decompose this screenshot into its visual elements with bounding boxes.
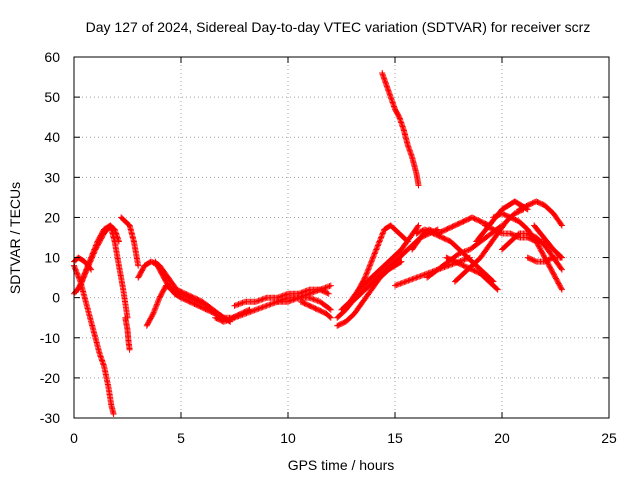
y-tick-label: -20 <box>40 370 60 386</box>
data-point-markers <box>118 214 142 269</box>
chart-title: Day 127 of 2024, Sidereal Day-to-day VTE… <box>86 19 591 35</box>
data-point-markers <box>379 70 422 189</box>
y-tick-label: 30 <box>44 169 60 185</box>
y-tick-label: 10 <box>44 250 60 266</box>
series-arc-2.3h <box>118 214 142 269</box>
y-tick-label: -10 <box>40 330 60 346</box>
series-arc-early-mid <box>75 222 131 321</box>
y-tick-label: 0 <box>52 290 60 306</box>
x-tick-labels: 0 5 10 15 20 25 <box>70 57 617 446</box>
plot-frame <box>73 56 610 419</box>
series-arc-22h <box>524 254 565 265</box>
x-tick-label: 15 <box>387 430 403 446</box>
y-tick-label: 60 <box>44 49 60 65</box>
y-tick-label: 40 <box>44 129 60 145</box>
series-arc-14.8h <box>387 222 411 245</box>
series-arc-11h <box>297 298 334 321</box>
x-tick-label: 0 <box>70 430 78 446</box>
data-point-markers <box>152 258 253 321</box>
y-tick-label: 20 <box>44 209 60 225</box>
data-point-markers <box>122 314 133 353</box>
series-arc-21h <box>516 198 565 229</box>
grid-lines <box>74 57 609 418</box>
data-point-markers <box>524 254 565 265</box>
data-point-markers <box>516 198 565 229</box>
data-point-markers <box>531 222 565 261</box>
data-point-markers <box>297 298 334 321</box>
data-point-markers <box>274 282 334 305</box>
y-tick-labels: -30 -20 -10 0 10 20 30 40 50 60 <box>40 49 609 426</box>
series-arc-14.5h-high <box>379 70 422 189</box>
y-tick-label: -30 <box>40 410 60 426</box>
x-tick-label: 20 <box>494 430 510 446</box>
y-tick-label: 50 <box>44 89 60 105</box>
series-arc-10h <box>274 282 334 305</box>
y-axis-title: SDTVAR / TECUs <box>7 182 23 294</box>
series-arc-3.5h <box>143 282 227 329</box>
x-tick-label: 10 <box>280 430 296 446</box>
data-series <box>71 70 565 417</box>
series-arc-21.5h <box>531 222 565 261</box>
data-point-markers <box>75 222 131 321</box>
x-tick-label: 5 <box>177 430 185 446</box>
data-point-markers <box>143 282 227 329</box>
series-arc-2.5h-down <box>122 314 133 353</box>
data-point-markers <box>387 222 411 245</box>
x-axis-title: GPS time / hours <box>288 457 395 473</box>
series-arc-4h <box>152 258 253 321</box>
x-tick-label: 25 <box>601 430 617 446</box>
